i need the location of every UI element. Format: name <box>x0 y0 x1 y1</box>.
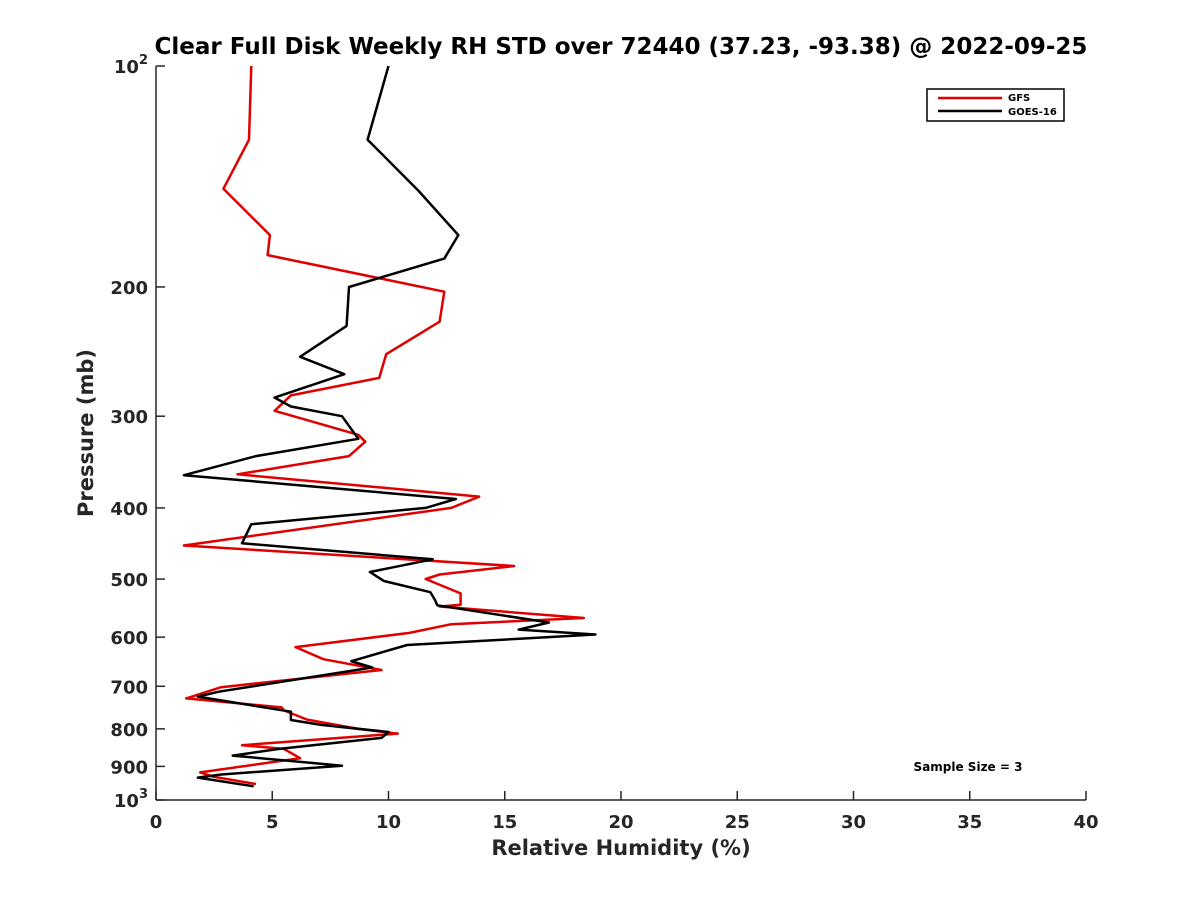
x-tick-label: 10 <box>376 812 401 833</box>
y-tick-label-base: 10 <box>114 791 139 812</box>
series-line-goes-16 <box>182 65 597 788</box>
legend-label-gfs: GFS <box>1008 93 1030 104</box>
legend-label-goes-16: GOES-16 <box>1008 107 1057 118</box>
legend: GFS GOES-16 <box>926 88 1065 122</box>
x-tick-label: 15 <box>492 812 517 833</box>
y-tick-label: 102 <box>114 53 148 78</box>
x-tick-label: 30 <box>841 812 866 833</box>
series-layer <box>182 65 597 788</box>
y-tick-label: 700 <box>110 677 148 698</box>
x-tick-label: 25 <box>725 812 750 833</box>
chart-title: Clear Full Disk Weekly RH STD over 72440… <box>155 34 1088 60</box>
y-axis-label: Pressure (mb) <box>74 349 98 517</box>
y-tick-label-base: 10 <box>114 57 139 78</box>
x-axis-ticks: 0 5 10 15 20 25 30 35 40 <box>150 791 1099 833</box>
y-tick-label: 200 <box>110 278 148 299</box>
y-tick-label: 600 <box>110 628 148 649</box>
y-tick-label-exponent: 3 <box>139 787 148 802</box>
y-tick-label: 103 <box>114 787 148 812</box>
x-tick-label: 35 <box>957 812 982 833</box>
y-tick-label: 500 <box>110 570 148 591</box>
x-axis-label: Relative Humidity (%) <box>491 836 750 860</box>
x-tick-label: 20 <box>608 812 633 833</box>
x-tick-label: 5 <box>266 812 279 833</box>
x-tick-label: 0 <box>150 812 163 833</box>
y-tick-label-exponent: 2 <box>139 53 148 68</box>
y-tick-label: 300 <box>110 407 148 428</box>
x-tick-label: 40 <box>1073 812 1098 833</box>
y-tick-label: 900 <box>110 757 148 778</box>
y-tick-label: 400 <box>110 499 148 520</box>
legend-box <box>926 88 1065 122</box>
y-tick-label: 800 <box>110 720 148 741</box>
sample-size-annotation: Sample Size = 3 <box>914 760 1023 774</box>
